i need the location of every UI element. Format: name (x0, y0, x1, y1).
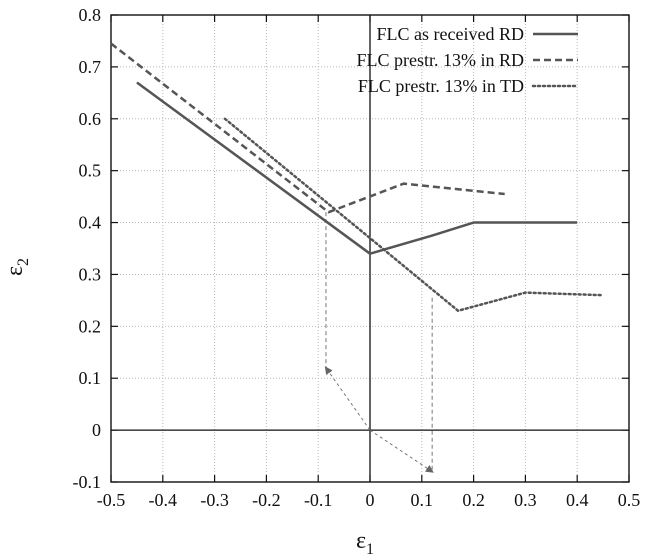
y-tick-label: 0.8 (79, 5, 102, 25)
legend: FLC as received RD FLC prestr. 13% in RD F… (356, 24, 580, 96)
y-tick-label: 0.3 (79, 264, 102, 284)
y-tick-label: -0.1 (73, 472, 102, 492)
y-axis-title: ε2 (2, 258, 32, 276)
x-tick-label: -0.4 (149, 490, 178, 510)
legend-label-2: FLC prestr. 13% in RD (356, 50, 524, 70)
series-lines (110, 42, 605, 313)
series-line-2 (110, 42, 505, 214)
x-tick-label: -0.5 (97, 490, 126, 510)
x-tick-label: -0.3 (200, 490, 229, 510)
legend-label-1: FLC as received RD (377, 24, 524, 44)
y-tick-label: 0.6 (79, 109, 102, 129)
x-tick-label: 0.2 (462, 490, 485, 510)
x-tick-label: 0.1 (411, 490, 434, 510)
tick-labels: -0.5 -0.4 -0.3 -0.2 -0.1 0 0.1 0.2 0.3 0.4 0.5 -0.1… (73, 5, 641, 510)
y-tick-label: 0.1 (79, 368, 102, 388)
y-tick-label: 0 (92, 420, 101, 440)
y-tick-label: 0.5 (79, 161, 102, 181)
y-tick-label: 0.7 (79, 57, 102, 77)
x-tick-label: 0.3 (514, 490, 537, 510)
x-tick-label: -0.1 (304, 490, 333, 510)
series-line-1 (136, 81, 578, 255)
series-line-3 (223, 117, 605, 313)
legend-label-3: FLC prestr. 13% in TD (358, 76, 524, 96)
y-tick-label: 0.2 (79, 316, 102, 336)
annotation-arrow (324, 366, 371, 431)
y-tick-label: 0.4 (79, 213, 102, 233)
annotation-arrow (369, 429, 434, 473)
x-tick-label: 0 (366, 490, 375, 510)
x-axis-title: ε1 (356, 528, 374, 556)
x-tick-label: 0.5 (618, 490, 641, 510)
x-tick-label: -0.2 (252, 490, 281, 510)
x-tick-label: 0.4 (566, 490, 589, 510)
annotations (324, 212, 434, 473)
